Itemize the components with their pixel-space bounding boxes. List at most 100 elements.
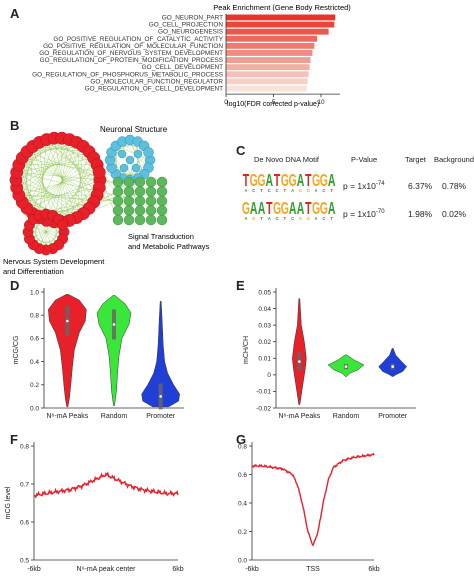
y-tick-label: 0.03 (258, 322, 271, 329)
network-edge (22, 157, 70, 221)
network-edge (18, 194, 119, 202)
motif-letter-minor: T (260, 188, 263, 193)
label-neuronal-structure: Neuronal Structure (100, 125, 168, 134)
network-edge (26, 179, 101, 209)
network-nodes (9, 131, 168, 256)
y-tick-label: 0.04 (258, 306, 271, 313)
network-node-green (123, 195, 135, 207)
row1-pvalue: p = 1x10-74 (343, 181, 385, 191)
y-axis-label: mCH/CH (243, 336, 250, 364)
violin-2 (378, 348, 408, 377)
network-edge (15, 179, 90, 209)
a-x-tick-label: 0 (224, 99, 228, 106)
label-nervous-system-development: Nervous System Development (3, 257, 105, 266)
panel-letter-g: G (236, 432, 247, 447)
network-edge (18, 142, 77, 196)
x-category-label: Promoter (146, 413, 175, 420)
motif-letter: A (297, 199, 305, 218)
y-tick-label: 0.7 (20, 481, 29, 488)
bar-go-cell-development (226, 64, 310, 71)
header-pvalue: P-Value (351, 155, 377, 164)
y-tick-label: 0.6 (238, 472, 247, 479)
motif-letter: G (312, 171, 320, 190)
network-node-blue (131, 163, 141, 173)
panel-e-violin-chart: -0.02 -0.01 0 0.01 0.02 0.03 0.04 0.05 mCH/CH N⁶-… (243, 288, 416, 420)
panel-a-title: Peak Enrichment (Gene Body Restricted) (213, 3, 351, 12)
network-edge (26, 138, 63, 209)
motif-letter: G (281, 199, 289, 218)
label-differentiation: and Differentiation (3, 267, 64, 276)
network-edge (39, 142, 101, 181)
network-node-green (112, 176, 124, 188)
x-category-label: Random (333, 413, 360, 420)
y-tick-label: 0.0 (30, 405, 39, 412)
motif-letter: G (273, 199, 281, 218)
y-tick-label: 0.8 (20, 443, 29, 450)
network-node-green (145, 205, 157, 216)
motif-letter-minor: C (322, 216, 325, 221)
network-node-blue (125, 155, 135, 165)
motif-letter-minor: G (307, 188, 311, 193)
line-series (33, 471, 179, 499)
violin-0 (48, 294, 87, 408)
motif-letter: G (281, 171, 289, 190)
network-node-green (145, 176, 157, 188)
motif-letter: T (305, 171, 312, 190)
bar-label: GO_POSITIVE_REGULATION_OF_CATALYTIC_ACTI… (53, 36, 223, 43)
panel-a-bar-chart: Peak Enrichment (Gene Body Restricted) -… (32, 3, 351, 108)
network-node-green (145, 214, 157, 226)
network-edge (46, 139, 100, 188)
network-edge (16, 172, 84, 214)
motif-logo-1: TA GC GT AC TC GT GA AG TG GA GC AT (243, 171, 336, 193)
network-node-green (112, 205, 124, 216)
network-node-green (134, 176, 146, 188)
y-tick-label: 1.0 (30, 289, 39, 296)
network-node-green (145, 186, 157, 197)
header-background: Background (434, 155, 474, 164)
y-tick-label: 0.8 (30, 313, 39, 320)
motif-letter-minor: A (268, 216, 271, 221)
motif-letter: G (312, 199, 320, 218)
x-tick-right: 6kb (368, 566, 379, 573)
network-node-green (156, 176, 168, 188)
bar-go-neuron-part (226, 14, 336, 21)
network-node-green (145, 195, 157, 207)
bar-go-regulation-of-protein-modification-process (226, 57, 311, 63)
bar-label: GO_CELL_PROJECTION (149, 22, 224, 29)
motif-letter: T (274, 171, 281, 190)
bar-go-regulation-of-nervous-system-development (226, 50, 313, 56)
network-edge (69, 139, 90, 209)
bar-go-cell-projection (226, 21, 335, 28)
motif-letter-minor: C (252, 188, 255, 193)
bar-label: GO_REGULATION_OF_CELL_DEVELOPMENT (85, 86, 223, 93)
network-node-green (123, 176, 135, 188)
network-edge (53, 138, 98, 196)
motif-letter: A (258, 199, 266, 218)
network-edge (16, 157, 94, 173)
motif-letter: T (266, 199, 273, 218)
bar-go-positive-regulation-of-molecular-function (226, 42, 315, 49)
bar-go-positive-regulation-of-catalytic-activity (226, 35, 318, 42)
x-category-label: N⁶-mA Peaks (278, 413, 320, 420)
bar-label: GO_REGULATION_OF_PROTEIN_MODIFICATION_PR… (40, 57, 223, 64)
violin-median (66, 319, 69, 323)
motif-letter: A (250, 199, 258, 218)
network-node-red (92, 165, 106, 179)
y-tick-label: 0.4 (238, 500, 247, 507)
motif-letter-minor: T (284, 188, 287, 193)
bar-go-neurogenesis (226, 28, 329, 35)
motif-letter: A (266, 171, 274, 190)
bar-label: GO_CELL_DEVELOPMENT (142, 64, 223, 71)
network-node-green (156, 186, 168, 197)
a-x-tick-label: 5 (272, 99, 276, 106)
y-tick-label: 0.2 (30, 382, 39, 389)
network-edge (76, 142, 84, 214)
motif-letter-minor: C (291, 216, 294, 221)
row2-pvalue: p = 1x10-70 (343, 209, 385, 219)
network-node-blue (119, 163, 129, 173)
y-axis-label: mCG level (5, 486, 12, 519)
motif-letter-minor: C (268, 188, 271, 193)
x-category-label: Random (101, 413, 128, 420)
label-metabolic-pathways: and Metabolic Pathways (128, 242, 210, 251)
